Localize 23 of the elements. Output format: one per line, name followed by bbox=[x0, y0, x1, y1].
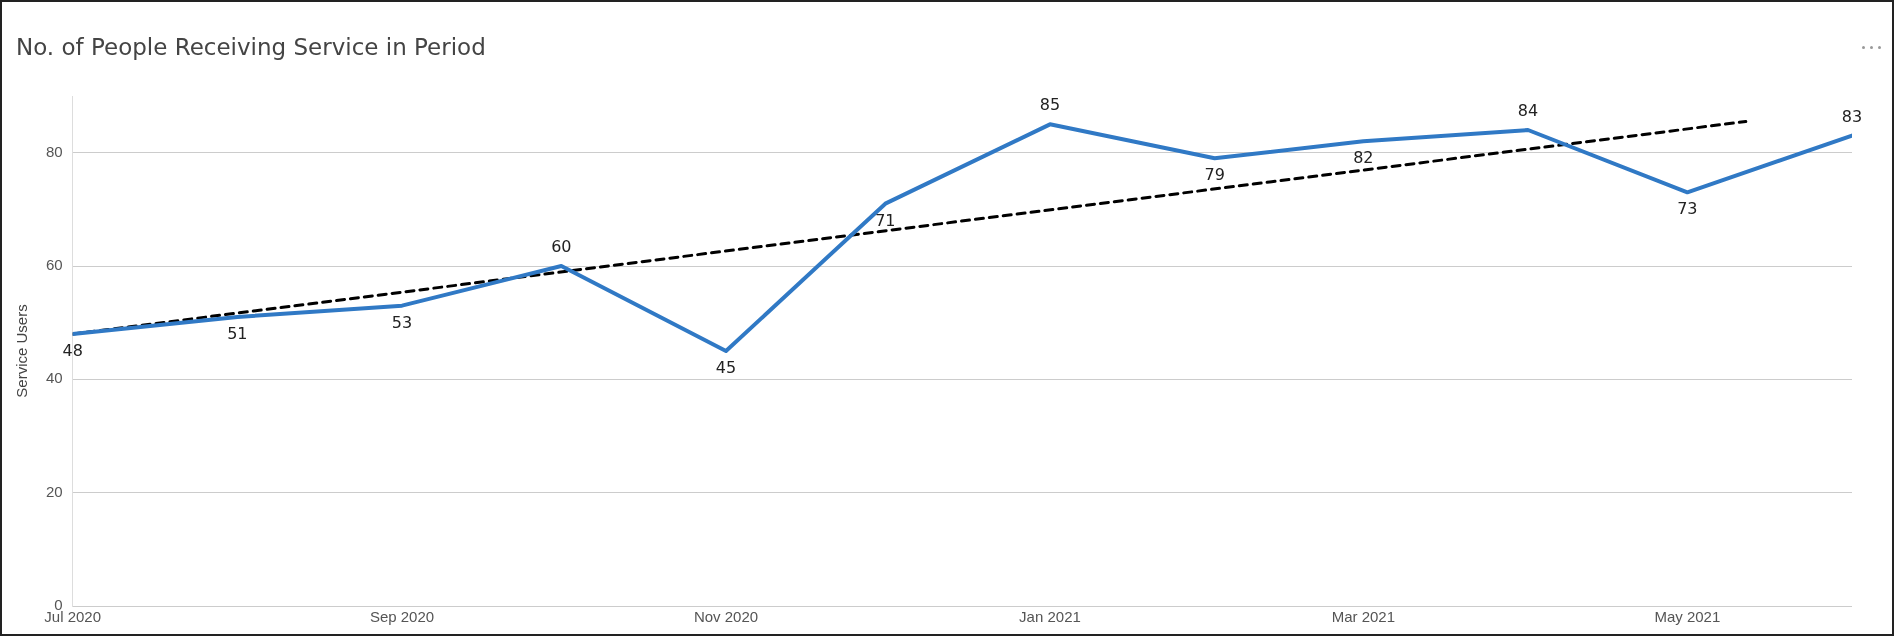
data-label: 48 bbox=[62, 341, 83, 361]
data-label: 71 bbox=[875, 210, 896, 230]
y-tick-label: 60 bbox=[46, 256, 63, 274]
data-label: 84 bbox=[1517, 101, 1539, 121]
y-tick-label: 20 bbox=[46, 482, 63, 500]
x-tick-label: Nov 2020 bbox=[693, 608, 759, 626]
data-label: 51 bbox=[227, 324, 248, 344]
data-label: 60 bbox=[551, 237, 572, 257]
data-label: 82 bbox=[1353, 148, 1374, 168]
data-label: 73 bbox=[1677, 199, 1698, 219]
data-label: 83 bbox=[1841, 106, 1863, 126]
data-label: 53 bbox=[391, 312, 413, 332]
chart-title: No. of People Receiving Service in Period bbox=[16, 34, 486, 60]
y-tick-label: 80 bbox=[46, 142, 63, 160]
y-axis-title: Service Users bbox=[13, 304, 31, 398]
x-tick-label: May 2021 bbox=[1654, 608, 1721, 626]
data-label: 79 bbox=[1204, 165, 1225, 185]
x-tick-label: Jan 2021 bbox=[1019, 608, 1081, 626]
x-tick-label: Mar 2021 bbox=[1331, 608, 1396, 626]
data-label: 85 bbox=[1039, 95, 1061, 115]
x-tick-label: Sep 2020 bbox=[369, 608, 435, 626]
y-tick-label: 40 bbox=[46, 369, 63, 387]
data-label: 45 bbox=[715, 358, 737, 378]
